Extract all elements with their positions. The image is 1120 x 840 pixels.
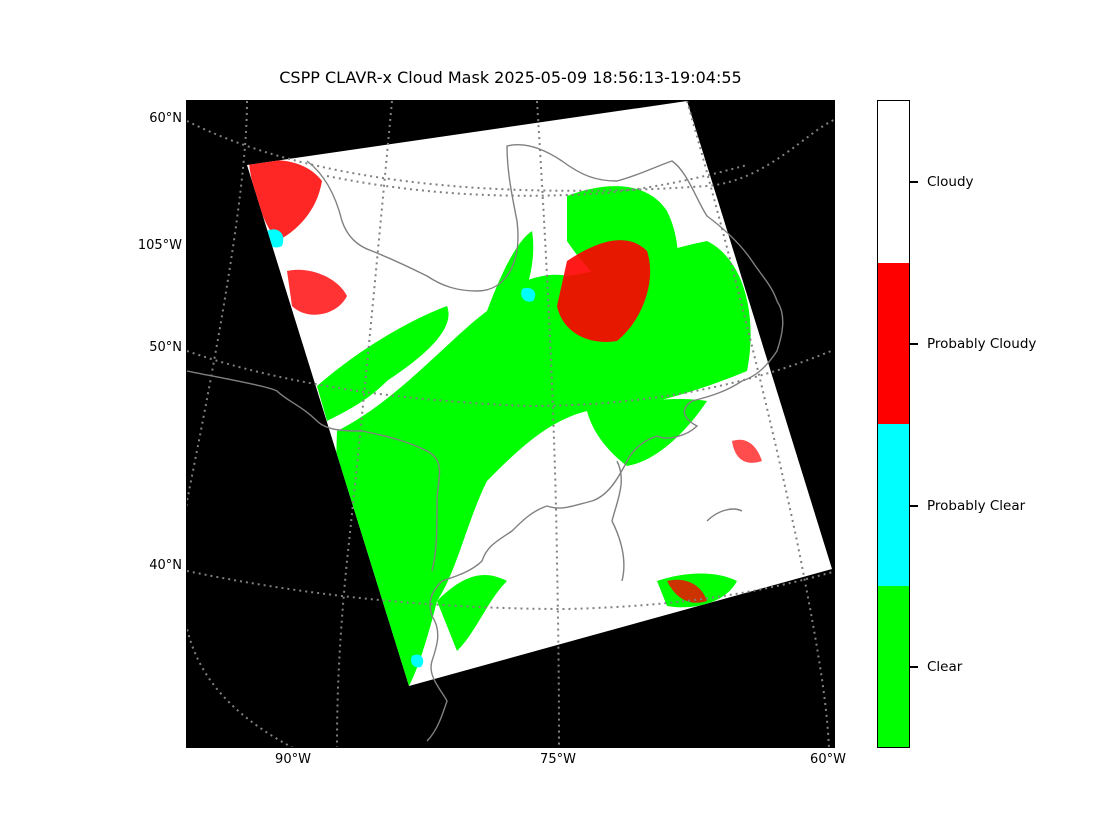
lon-label-75w: 75°W xyxy=(540,752,576,767)
clear-region-west xyxy=(317,306,449,421)
cloud-mask-map xyxy=(187,101,834,747)
probably-cloudy-west xyxy=(287,269,347,315)
colorbar-probably-cloudy xyxy=(878,262,909,424)
parallel-40n xyxy=(187,570,834,611)
clear-region-north xyxy=(487,231,534,321)
lat-label-50n: 50°N xyxy=(149,340,182,355)
meridian-75w xyxy=(536,101,560,747)
graticule xyxy=(187,101,834,747)
probably-cloudy-east xyxy=(732,439,762,463)
clear-region-great-lakes xyxy=(587,399,707,466)
legend-label-cloudy: Cloudy xyxy=(927,174,974,190)
meridian-80w xyxy=(336,101,393,747)
legend-label-clear: Clear xyxy=(927,659,963,675)
colorbar-probably-clear xyxy=(878,424,909,586)
lon-label-90w: 90°W xyxy=(275,752,311,767)
colorbar-tick-cloudy xyxy=(910,181,918,183)
lon-label-105w: 105°W xyxy=(137,238,182,253)
lat-label-40n: 40°N xyxy=(149,558,182,573)
colorbar-tick-clear xyxy=(910,666,918,668)
coastlines xyxy=(187,144,784,742)
colorbar-cloudy xyxy=(878,101,909,263)
clear-region-south xyxy=(437,575,507,651)
probably-cloudy-center xyxy=(557,240,651,342)
probably-cloudy-northwest xyxy=(249,160,322,241)
parallel-55n xyxy=(326,164,748,197)
clear-region-main xyxy=(336,241,751,686)
meridian-60w xyxy=(686,101,830,747)
probably-clear-south xyxy=(411,654,424,668)
colorbar-clear xyxy=(878,585,909,747)
probably-clear-center xyxy=(521,287,536,302)
lon-label-60w: 60°W xyxy=(810,752,846,767)
legend-label-probably-clear: Probably Clear xyxy=(927,498,1026,514)
legend-label-probably-cloudy: Probably Cloudy xyxy=(927,336,1037,352)
map-title: CSPP CLAVR-x Cloud Mask 2025-05-09 18:56… xyxy=(279,68,742,87)
map-panel xyxy=(186,100,835,748)
colorbar-tick-probably-cloudy xyxy=(910,343,918,345)
lat-label-60n: 60°N xyxy=(149,111,182,126)
probably-cloudy-southeast xyxy=(667,579,707,603)
colorbar-tick-probably-clear xyxy=(910,505,918,507)
colorbar xyxy=(877,100,910,748)
